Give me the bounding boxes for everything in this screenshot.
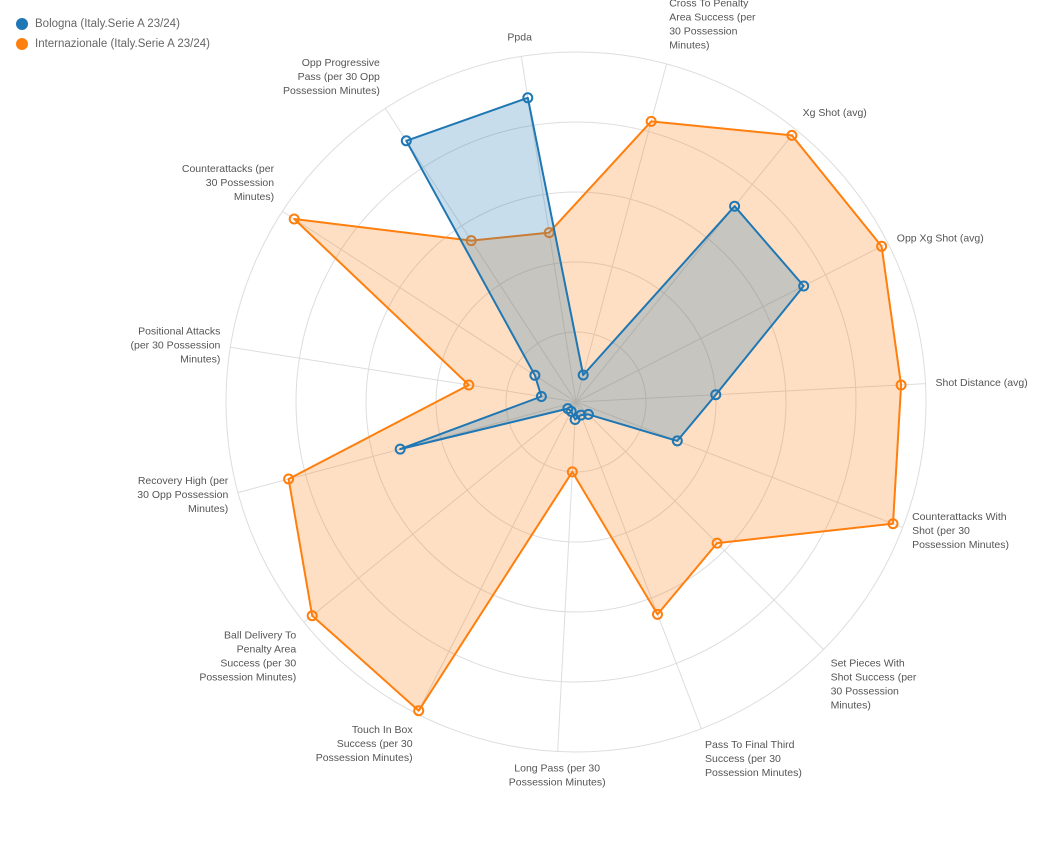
data-point-bologna[interactable] (577, 369, 589, 381)
axis-label: Shot Distance (avg) (936, 377, 1028, 389)
data-point-internazionale[interactable] (786, 129, 798, 141)
axis-label: Pass To Final Third Success (per 30 Posses… (705, 739, 802, 779)
data-point-bologna[interactable] (529, 369, 541, 381)
data-point-internazionale[interactable] (306, 610, 318, 622)
grid-spoke (575, 242, 889, 403)
axis-label: Counterattacks (per 30 Possession Minutes) (182, 163, 275, 203)
data-point-internazionale[interactable] (543, 227, 555, 239)
data-point-internazionale[interactable] (876, 240, 888, 252)
data-point-bologna[interactable] (710, 389, 722, 401)
grid-ring (295, 121, 857, 683)
grid-spoke (416, 401, 577, 715)
axis-label: Touch In Box Success (per 30 Possession Mi… (316, 724, 414, 764)
data-point-bologna[interactable] (535, 391, 547, 402)
axis-labels: Ppda Cross To Penalty Area Success (per 30 … (131, 0, 1028, 789)
grid-spoke (575, 401, 903, 528)
grid-ring (225, 51, 927, 753)
axis-label: Ball Delivery To Penalty Area Success (per… (199, 630, 296, 684)
radar-grid (225, 51, 927, 753)
axis-label: Positional Attacks (per 30 Possession Minu… (131, 326, 221, 366)
data-point-internazionale[interactable] (465, 235, 477, 247)
data-point-internazionale[interactable] (711, 537, 723, 549)
data-point-internazionale[interactable] (887, 518, 899, 530)
data-point-internazionale[interactable] (566, 466, 578, 478)
legend: Bologna (Italy.Serie A 23/24) Internazio… (16, 14, 210, 54)
grid-ring (365, 191, 787, 613)
data-point-bologna[interactable] (400, 135, 412, 147)
axis-label: Ppda (507, 31, 532, 43)
data-point-bologna[interactable] (729, 200, 741, 212)
legend-swatch-internazionale (16, 38, 28, 50)
data-point-bologna[interactable] (562, 403, 574, 415)
legend-label-bologna: Bologna (Italy.Serie A 23/24) (35, 18, 180, 30)
grid-spoke (575, 129, 797, 403)
legend-item-bologna[interactable]: Bologna (Italy.Serie A 23/24) (16, 14, 210, 34)
grid-spoke (303, 401, 577, 623)
data-point-bologna[interactable] (798, 280, 810, 292)
data-point-internazionale[interactable] (283, 473, 295, 485)
axis-label: Xg Shot (avg) (803, 107, 867, 119)
axis-label: Opp Progressive Pass (per 30 Opp Possessio… (283, 57, 380, 97)
data-point-internazionale[interactable] (645, 115, 657, 127)
data-point-internazionale[interactable] (895, 379, 907, 391)
axis-label: Cross To Penalty Area Success (per 30 Poss… (669, 0, 756, 51)
grid-spoke (384, 108, 577, 403)
grid-spoke (575, 383, 926, 403)
data-point-bologna[interactable] (582, 408, 594, 420)
axis-label: Opp Xg Shot (avg) (897, 233, 984, 245)
grid-spoke (575, 63, 668, 403)
data-point-internazionale[interactable] (413, 705, 425, 717)
axis-label: Recovery High (per 30 Opp Possession Minut… (137, 475, 229, 515)
series-area-bologna (399, 96, 805, 451)
legend-item-internazionale[interactable]: Internazionale (Italy.Serie A 23/24) (16, 34, 210, 54)
data-point-internazionale[interactable] (463, 379, 475, 391)
data-point-bologna[interactable] (522, 92, 534, 104)
grid-spoke (230, 346, 577, 403)
grid-spoke (557, 401, 577, 752)
data-point-internazionale[interactable] (652, 608, 663, 620)
legend-label-internazionale: Internazionale (Italy.Serie A 23/24) (35, 38, 210, 50)
grid-spoke (575, 401, 824, 650)
radar-series (283, 92, 907, 717)
axis-label: Set Pieces With Shot Success (per 30 Posse… (831, 658, 917, 712)
axis-label: Counterattacks With Shot (per 30 Possessio… (912, 511, 1009, 551)
axis-label: Long Pass (per 30 Possession Minutes) (509, 763, 606, 789)
series-bologna (394, 92, 810, 455)
grid-spoke (282, 210, 577, 403)
data-point-bologna[interactable] (671, 435, 683, 447)
grid-spoke (575, 401, 702, 729)
legend-swatch-bologna (16, 18, 28, 30)
data-point-internazionale[interactable] (288, 213, 300, 225)
data-point-bologna[interactable] (394, 443, 406, 455)
